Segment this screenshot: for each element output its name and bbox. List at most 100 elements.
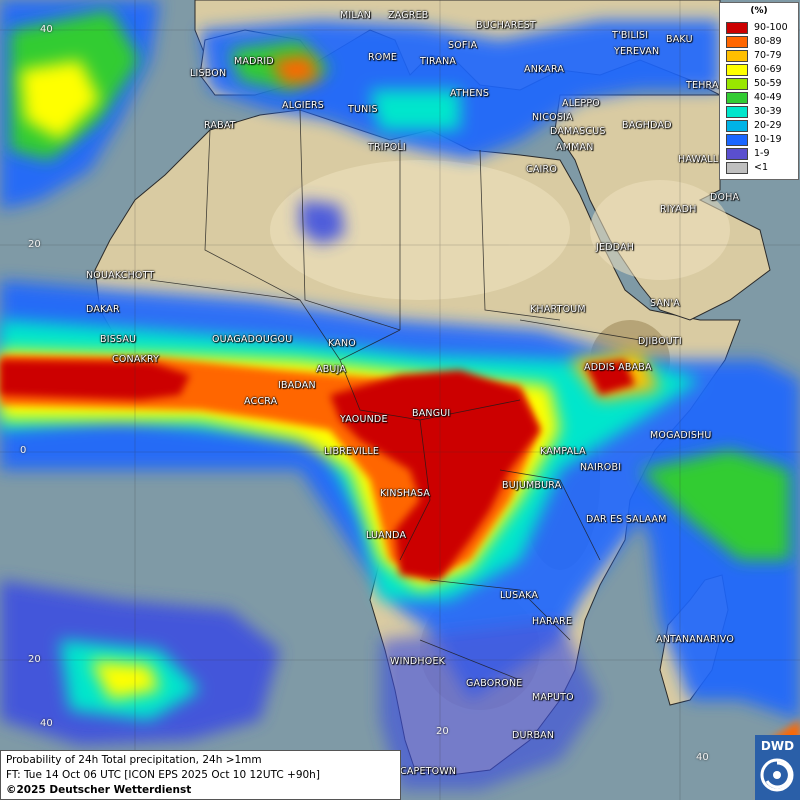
- legend-item: 80-89: [726, 36, 796, 49]
- city-label: TRIPOLI: [368, 142, 406, 153]
- legend-item: 70-79: [726, 50, 796, 63]
- city-label: MILAN: [340, 10, 372, 21]
- city-label: CAIRO: [526, 164, 558, 175]
- city-label: LIBREVILLE: [324, 446, 380, 457]
- legend-label: 90-100: [754, 22, 788, 33]
- city-label: YEREVAN: [614, 46, 660, 57]
- city-label: KINSHASA: [380, 488, 431, 499]
- legend-item: 40-49: [726, 92, 796, 105]
- legend-swatch: [726, 92, 748, 104]
- legend-swatch: [726, 120, 748, 132]
- legend-label: 1-9: [754, 148, 770, 159]
- legend-item: 30-39: [726, 106, 796, 119]
- legend-swatch: [726, 162, 748, 174]
- city-label: HARARE: [532, 616, 573, 627]
- legend-label: 20-29: [754, 120, 782, 131]
- lat-label-40s: 40: [40, 718, 53, 729]
- dwd-logo: DWD: [755, 735, 800, 800]
- city-label: BISSAU: [100, 334, 137, 345]
- legend-item: 90-100: [726, 22, 796, 35]
- legend-swatch: [726, 106, 748, 118]
- legend-label: 10-19: [754, 134, 782, 145]
- lat-label-40n: 40: [40, 24, 53, 35]
- product-title: Probability of 24h Total precipitation, …: [6, 754, 262, 766]
- legend-label: 30-39: [754, 106, 782, 117]
- legend-swatch: [726, 36, 748, 48]
- city-label: SAN'A: [650, 298, 680, 309]
- city-label: CAPETOWN: [400, 766, 457, 777]
- city-label: KANO: [328, 338, 356, 349]
- swirl-icon: [760, 758, 794, 792]
- legend-item: 50-59: [726, 78, 796, 91]
- city-label: GABORONE: [466, 678, 523, 689]
- info-box: Probability of 24h Total precipitation, …: [0, 750, 401, 800]
- lon-label-40e: 40: [696, 752, 709, 763]
- city-label: DURBAN: [512, 730, 555, 741]
- city-label: DAR ES SALAAM: [586, 514, 667, 525]
- city-label: BAKU: [666, 34, 693, 45]
- lat-label-20n: 20: [28, 239, 41, 250]
- city-label: BAGHDAD: [622, 120, 672, 131]
- city-label: DAKAR: [86, 304, 120, 315]
- city-label: YAOUNDE: [340, 414, 388, 425]
- city-label: ZAGREB: [388, 10, 429, 21]
- city-label: ANTANANARIVO: [656, 634, 734, 645]
- legend-label: 80-89: [754, 36, 782, 47]
- city-label: TIRANA: [420, 56, 457, 67]
- city-label: LUANDA: [366, 530, 407, 541]
- legend-swatch: [726, 148, 748, 160]
- city-label: ABUJA: [316, 364, 347, 375]
- city-label: BANGUI: [412, 408, 451, 419]
- city-label: DJIBOUTI: [638, 336, 682, 347]
- lat-label-0: 0: [20, 445, 27, 456]
- city-label: OUAGADOUGOU: [212, 334, 293, 345]
- legend-label: 40-49: [754, 92, 782, 103]
- city-label: ALGIERS: [282, 100, 324, 111]
- city-label: WINDHOEK: [390, 656, 446, 667]
- logo-text: DWD: [760, 739, 795, 753]
- city-label: BUJUMBURA: [502, 480, 562, 491]
- city-label: ACCRA: [244, 396, 278, 407]
- city-label: TEHRA: [686, 80, 719, 91]
- legend-item: 1-9: [726, 148, 796, 161]
- legend-swatch: [726, 50, 748, 62]
- city-label: LUSAKA: [500, 590, 539, 601]
- city-label: AMMAN: [556, 142, 594, 153]
- legend-swatch: [726, 22, 748, 34]
- city-label: KAMPALA: [540, 446, 586, 457]
- city-label: ADDIS ABABA: [584, 362, 652, 373]
- city-label: NICOSIA: [532, 112, 573, 123]
- city-label: KHARTOUM: [530, 304, 586, 315]
- legend-item: 10-19: [726, 134, 796, 147]
- legend-label: <1: [754, 162, 769, 173]
- country-borders: [149, 109, 641, 681]
- city-label: ROME: [368, 52, 398, 63]
- legend-swatch: [726, 134, 748, 146]
- city-label: ANKARA: [524, 64, 565, 75]
- city-label: ATHENS: [450, 88, 490, 99]
- city-label: MAPUTO: [532, 692, 574, 703]
- copyright: ©2025 Deutscher Wetterdienst: [6, 784, 192, 796]
- legend-label: 60-69: [754, 64, 782, 75]
- city-label: SOFIA: [448, 40, 478, 51]
- city-label: MOGADISHU: [650, 430, 712, 441]
- legend-label: 70-79: [754, 50, 782, 61]
- city-label: TUNIS: [348, 104, 378, 115]
- lat-label-20s: 20: [28, 654, 41, 665]
- city-label: JEDDAH: [596, 242, 635, 253]
- city-label: NOUAKCHOTT: [86, 270, 155, 281]
- city-label: CONAKRY: [112, 354, 160, 365]
- legend-swatch: [726, 64, 748, 76]
- legend-item: <1: [726, 162, 796, 175]
- city-label: NAIROBI: [580, 462, 622, 473]
- legend-item: 60-69: [726, 64, 796, 77]
- city-label: RIYADH: [660, 204, 697, 215]
- city-label: IBADAN: [278, 380, 316, 391]
- city-label: RABAT: [204, 120, 236, 131]
- city-label: ALEPPO: [562, 98, 600, 109]
- city-label: DOHA: [710, 192, 740, 203]
- city-label: HAWALLI: [678, 154, 722, 165]
- legend-item: 20-29: [726, 120, 796, 133]
